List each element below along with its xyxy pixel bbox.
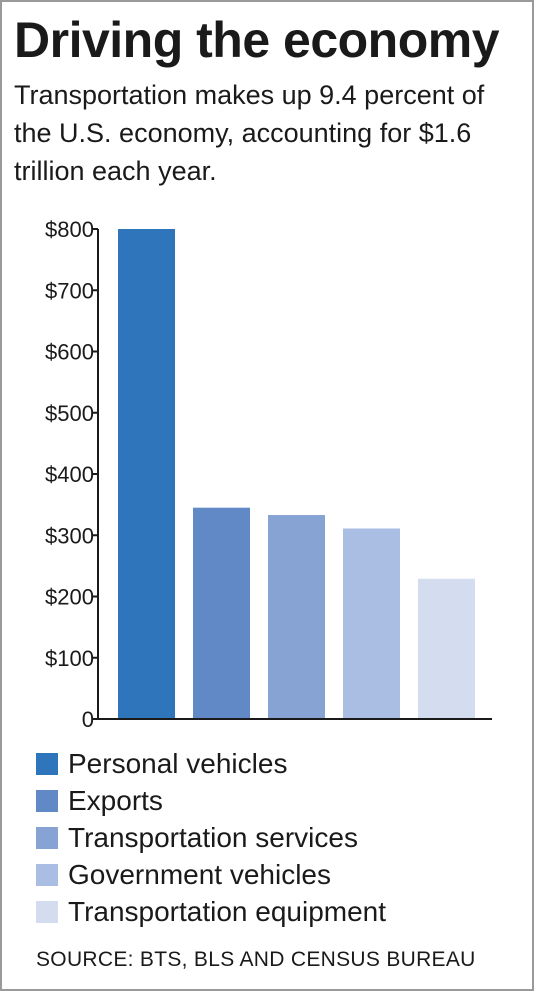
bar-transportation-services <box>268 515 325 719</box>
y-tick-label: $800 <box>45 217 94 242</box>
legend-item: Government vehicles <box>36 856 386 893</box>
legend-label: Government vehicles <box>68 859 332 890</box>
legend-item: Transportation services <box>36 819 386 856</box>
bar-government-vehicles <box>343 528 400 719</box>
y-tick-label: $600 <box>45 340 94 365</box>
y-tick-label: $500 <box>45 401 94 426</box>
legend-swatch <box>36 789 58 812</box>
source-note: SOURCE: BTS, BLS AND CENSUS BUREAU <box>36 948 476 971</box>
chart-subtitle: Transportation makes up 9.4 percent of t… <box>14 80 485 186</box>
y-tick-label: $300 <box>45 523 94 548</box>
legend-label: Transportation services <box>68 822 358 853</box>
legend-label: Exports <box>68 785 163 816</box>
legend-item: Personal vehicles <box>36 745 386 782</box>
y-tick-label: $700 <box>45 278 94 303</box>
legend-swatch <box>36 752 58 775</box>
legend-swatch <box>36 863 58 886</box>
legend-label: Transportation equipment <box>68 896 387 927</box>
legend-item: Transportation equipment <box>36 893 386 930</box>
y-tick-label: 0 <box>82 707 94 732</box>
bar-chart: 0 $100 $200 $300 $400 $500 $600 $700 $800 <box>45 217 492 732</box>
legend-label: Personal vehicles <box>68 748 288 779</box>
bar-personal-vehicles <box>118 229 175 719</box>
legend-swatch <box>36 826 58 849</box>
legend: Personal vehicles Exports Transportation s… <box>36 745 386 930</box>
y-tick-label: $100 <box>45 646 94 671</box>
y-tick-label: $400 <box>45 462 94 487</box>
chart-title: Driving the economy <box>14 12 500 68</box>
y-tick-label: $200 <box>45 585 94 610</box>
legend-swatch <box>36 900 58 923</box>
bar-exports <box>193 507 250 719</box>
bar-transportation-equipment <box>418 578 475 719</box>
legend-item: Exports <box>36 782 386 819</box>
